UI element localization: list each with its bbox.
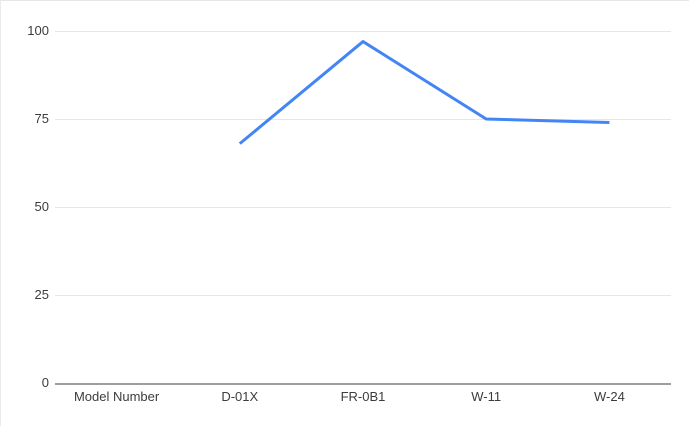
gridline bbox=[55, 30, 671, 32]
y-tick-label: 75 bbox=[34, 111, 49, 126]
y-tick-label: 100 bbox=[27, 23, 49, 38]
y-tick-label: 25 bbox=[34, 287, 49, 302]
gridline bbox=[55, 206, 671, 208]
x-category-label: W-11 bbox=[471, 389, 502, 404]
x-category-label: Model Number bbox=[73, 389, 160, 404]
x-category-label: D-01X bbox=[221, 389, 259, 404]
gridline bbox=[55, 294, 671, 296]
x-axis-line bbox=[55, 383, 671, 385]
gridline bbox=[55, 118, 671, 120]
x-category-label: FR-0B1 bbox=[340, 389, 386, 404]
x-category-label: W-24 bbox=[593, 389, 625, 404]
y-tick-label: 0 bbox=[41, 375, 49, 390]
series-line bbox=[238, 40, 610, 145]
y-tick-label: 50 bbox=[34, 199, 49, 214]
